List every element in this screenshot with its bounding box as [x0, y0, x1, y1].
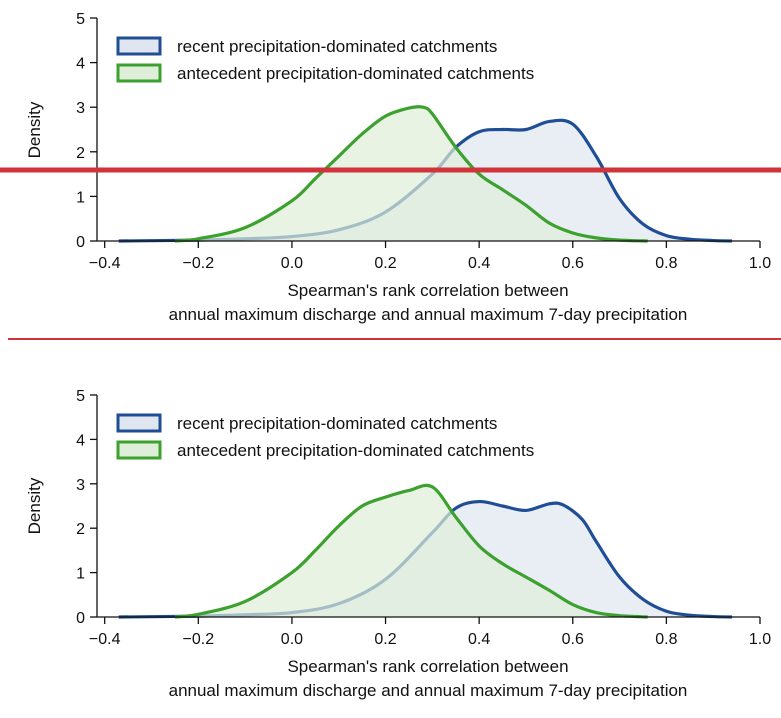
- y-tick-label: 2: [76, 521, 85, 538]
- x-tick-label: 0.2: [374, 631, 396, 648]
- density-line-antecedent: [174, 105, 648, 243]
- x-tick-label: 0.8: [655, 255, 677, 272]
- legend-swatch-recent: [116, 413, 162, 433]
- x-axis-label-line-1: Spearman's rank correlation between: [287, 281, 568, 300]
- y-axis-label: Density: [25, 477, 44, 534]
- y-tick-label: 4: [76, 432, 85, 449]
- area-fill-antecedent: [174, 106, 648, 242]
- legend-swatch-recent: [116, 36, 162, 56]
- x-tick-label: 1.0: [749, 631, 771, 648]
- y-tick-label: 5: [76, 388, 85, 405]
- x-tick-label: 0.0: [281, 255, 303, 272]
- x-tick-label: 0.6: [562, 631, 584, 648]
- x-axis-label-line-2: annual maximum discharge and annual maxi…: [169, 681, 688, 700]
- legend-label-recent: recent precipitation-dominated catchment…: [177, 37, 497, 56]
- y-axis-label: Density: [25, 101, 44, 158]
- x-tick-label: 0.0: [281, 631, 303, 648]
- y-tick-label: 2: [76, 145, 85, 162]
- y-tick-label: 4: [76, 56, 85, 73]
- area-fill-antecedent: [174, 485, 648, 617]
- chart-panel-bottom: 0 1 2 3 4 5 −0.4 −0.2 0.0 0.2 0.4 0.6 0.8 1.0 Density…: [25, 388, 771, 700]
- legend: recent precipitation-dominated catchment…: [116, 413, 534, 460]
- legend-label-antecedent: antecedent precipitation-dominated catch…: [177, 441, 534, 460]
- legend-swatch-antecedent: [116, 63, 162, 83]
- legend-label-antecedent: antecedent precipitation-dominated catch…: [177, 64, 534, 83]
- x-tick-label: −0.4: [89, 255, 121, 272]
- x-tick-label: −0.2: [183, 255, 215, 272]
- legend-swatch-antecedent: [116, 440, 162, 460]
- y-tick-label: 1: [76, 566, 85, 583]
- x-tick-label: 0.6: [562, 255, 584, 272]
- y-tick-label: 0: [76, 610, 85, 627]
- x-tick-label: 0.4: [468, 255, 490, 272]
- y-tick-label: 5: [76, 11, 85, 28]
- density-line-antecedent: [174, 483, 648, 619]
- legend: recent precipitation-dominated catchment…: [116, 36, 534, 83]
- x-tick-label: 1.0: [749, 255, 771, 272]
- chart-panel-top: 0 1 2 3 4 5 −0.4 −0.2 0.0 0.2 0.4 0.6 0.8 1.0 Density…: [25, 11, 771, 324]
- x-axis-label-line-1: Spearman's rank correlation between: [287, 657, 568, 676]
- y-tick-label: 0: [76, 234, 85, 251]
- y-tick-label: 3: [76, 477, 85, 494]
- x-tick-label: −0.4: [89, 631, 121, 648]
- y-tick-label: 1: [76, 189, 85, 206]
- x-tick-label: −0.2: [183, 631, 215, 648]
- x-axis-label-line-2: annual maximum discharge and annual maxi…: [169, 305, 688, 324]
- y-tick-label: 3: [76, 100, 85, 117]
- x-tick-label: 0.8: [655, 631, 677, 648]
- x-tick-label: 0.4: [468, 631, 490, 648]
- legend-label-recent: recent precipitation-dominated catchment…: [177, 414, 497, 433]
- x-tick-label: 0.2: [374, 255, 396, 272]
